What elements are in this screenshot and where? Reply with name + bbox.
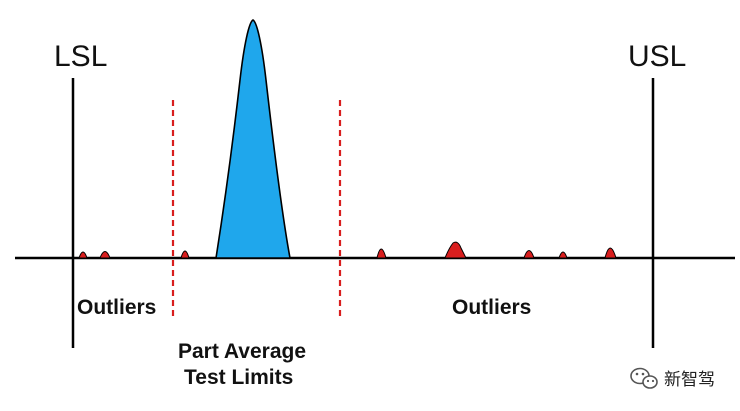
usl-label: USL — [628, 40, 686, 73]
lsl-label: LSL — [54, 40, 107, 73]
outlier-bump — [558, 251, 568, 259]
wechat-icon — [630, 367, 658, 389]
outlier-bump — [78, 251, 88, 259]
outliers-left-label: Outliers — [77, 296, 156, 319]
pat-label-line1: Part Average — [178, 340, 306, 363]
outlier-bump — [376, 248, 387, 259]
watermark-text: 新智驾 — [664, 370, 715, 390]
pat-label-line2: Test Limits — [184, 366, 293, 389]
main-distribution-peak — [215, 19, 291, 259]
watermark: 新智驾 — [630, 367, 715, 390]
outlier-bump — [444, 241, 467, 259]
outlier-bump — [99, 251, 111, 259]
outlier-bump — [180, 250, 190, 259]
outlier-bump — [604, 247, 617, 259]
outlier-bump — [523, 250, 535, 259]
outliers-right-label: Outliers — [452, 296, 531, 319]
